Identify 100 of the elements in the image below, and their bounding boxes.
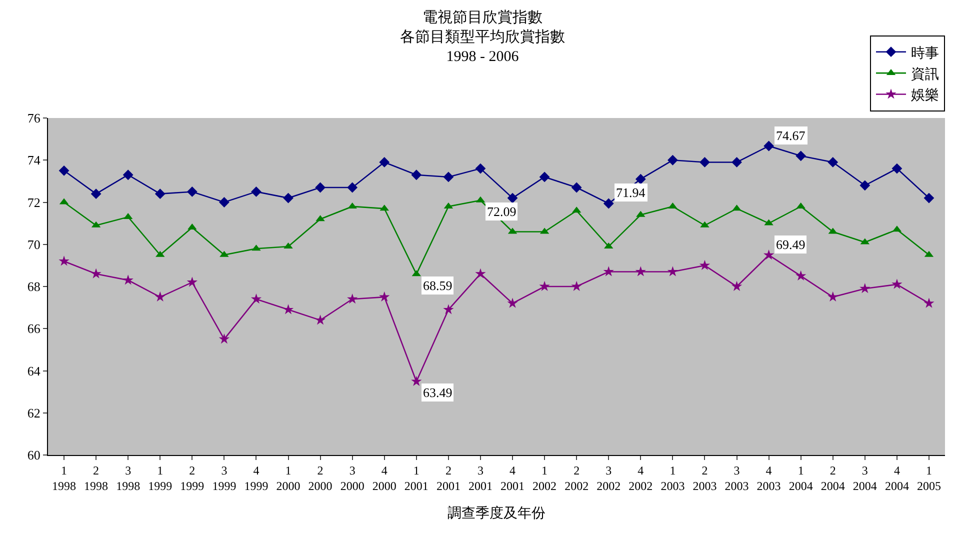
data-label: 72.09: [487, 204, 516, 219]
point: [763, 250, 774, 260]
x-tick-label: 4 2000: [372, 463, 396, 493]
point: [58, 256, 70, 266]
point: [411, 376, 422, 386]
point: [475, 163, 486, 174]
x-tick-label: 1 2001: [404, 463, 428, 493]
data-label: 69.49: [776, 237, 806, 252]
point: [603, 198, 614, 209]
point: [539, 280, 550, 292]
data-label: 63.49: [423, 385, 452, 400]
point: [603, 266, 614, 276]
x-tick-label: 3 1998: [116, 463, 140, 493]
point: [731, 280, 742, 292]
x-tick-label: 4 2004: [884, 463, 909, 493]
point: [283, 192, 294, 204]
point: [892, 163, 902, 174]
point: [250, 294, 262, 304]
chart-title: 電視節目欣賞指數: [422, 8, 542, 26]
point: [635, 266, 646, 276]
x-tick-label: 2 1999: [180, 463, 204, 493]
x-tick-label: 1 1998: [52, 463, 76, 493]
x-tick-label: 2 1998: [84, 463, 108, 493]
x-tick-label: 4 2003: [756, 463, 781, 493]
point: [122, 274, 134, 285]
x-axis-title: 調查季度及年份: [448, 505, 546, 522]
point: [443, 172, 454, 182]
legend-label: 時事: [911, 45, 939, 62]
point: [475, 268, 486, 278]
point: [796, 270, 806, 280]
x-tick-label: 3 2003: [724, 463, 749, 493]
x-tick-label: 1 2005: [916, 463, 941, 493]
point: [90, 188, 102, 200]
x-tick-label: 1 2003: [660, 463, 685, 493]
data-label: 71.94: [616, 185, 646, 200]
point: [700, 157, 710, 168]
x-tick-label: 2 2003: [692, 463, 717, 493]
point: [154, 291, 166, 302]
point: [571, 182, 582, 193]
point: [58, 165, 70, 176]
x-tick-label: 3 2002: [596, 463, 621, 493]
point: [828, 291, 838, 302]
x-tick-label: 4 2001: [500, 463, 525, 493]
point: [924, 192, 934, 204]
point: [892, 278, 902, 289]
x-tick-label: 4 2002: [628, 463, 653, 493]
x-tick-label: 2 2002: [564, 463, 589, 493]
point: [154, 188, 166, 200]
x-tick-label: 2 2000: [308, 463, 332, 493]
point: [635, 174, 646, 184]
y-tick-label: 60: [27, 448, 40, 463]
point: [668, 154, 678, 166]
point: [924, 298, 934, 308]
point: [122, 170, 134, 180]
x-tick-label: 1 2002: [532, 463, 557, 493]
point: [219, 197, 230, 208]
point: [764, 140, 774, 152]
point: [443, 304, 454, 314]
y-tick-label: 72: [27, 194, 40, 210]
point: [699, 260, 710, 270]
point: [860, 180, 870, 191]
data-label: 68.59: [423, 278, 452, 293]
x-tick-label: 1 2000: [276, 463, 300, 493]
x-tick-label: 3 2000: [340, 463, 364, 493]
point: [379, 157, 390, 168]
point: [90, 268, 102, 278]
x-tick-label: 4 1999: [244, 463, 268, 493]
point: [379, 291, 390, 302]
point: [186, 186, 198, 197]
y-tick-label: 74: [27, 152, 41, 168]
point: [186, 276, 198, 287]
point: [411, 170, 422, 180]
x-tick-label: 1 1999: [148, 463, 172, 493]
legend-label: 娛樂: [911, 88, 939, 104]
legend-label: 資訊: [911, 66, 939, 83]
point: [667, 266, 678, 276]
point: [314, 314, 326, 325]
y-tick-label: 66: [27, 321, 41, 336]
y-tick-label: 64: [27, 363, 41, 378]
y-tick-label: 68: [27, 279, 40, 294]
point: [507, 298, 518, 308]
x-tick-label: 1 2004: [788, 463, 813, 493]
point: [282, 304, 294, 314]
point: [507, 192, 518, 204]
y-tick-label: 76: [27, 110, 41, 126]
point: [347, 294, 358, 304]
x-tick-label: 3 1999: [212, 463, 236, 493]
x-tick-label: 3 2001: [468, 463, 492, 493]
point: [251, 186, 262, 197]
chart-subtitle: 各節目類型平均欣賞指數 1998 - 2006: [400, 28, 565, 65]
x-tick-label: 2 2004: [820, 463, 845, 493]
point: [539, 172, 550, 182]
point: [796, 150, 806, 162]
point: [732, 157, 742, 168]
point: [828, 157, 838, 168]
y-tick-label: 70: [27, 236, 40, 252]
point: [218, 334, 230, 344]
x-tick-label: 2 2001: [436, 463, 460, 493]
point: [571, 280, 582, 292]
point: [315, 182, 326, 193]
